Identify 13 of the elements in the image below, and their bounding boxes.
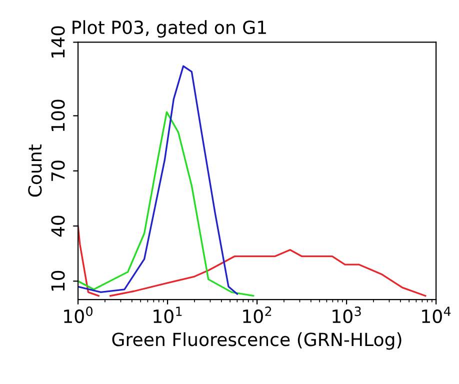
x-axis-title: Green Fluorescence (GRN-HLog): [112, 332, 402, 350]
y-tick-label: 70: [51, 160, 65, 181]
y-tick-label: 140: [51, 26, 65, 58]
y-tick-label: 10: [51, 270, 65, 291]
x-tick-label: 10$^{3}$: [332, 306, 361, 324]
x-tick-label: 10$^{2}$: [243, 306, 272, 324]
x-tick-label: 10$^{0}$: [64, 306, 92, 324]
chart-title: Plot P03, gated on G1: [72, 20, 266, 38]
x-tick-label: 10$^{1}$: [154, 306, 182, 324]
y-axis-title: Count: [28, 144, 42, 197]
y-tick-label: 100: [51, 100, 65, 131]
y-tick-label: 40: [51, 216, 65, 237]
x-tick-label: 10$^{4}$: [422, 306, 451, 324]
